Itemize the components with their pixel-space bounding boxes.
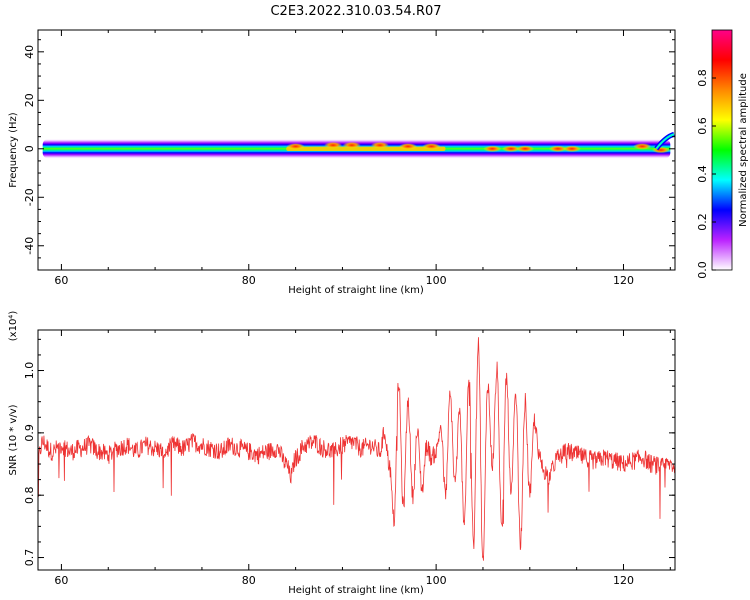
colorbar-bar xyxy=(711,29,733,271)
spectrogram-y-tick-label: -20 xyxy=(23,188,36,206)
spectrogram-y-tick-label: 0 xyxy=(23,145,36,152)
snr-x-tick-label: 120 xyxy=(613,574,634,587)
spectral-hotspot xyxy=(483,145,502,152)
snr-panel: 60 80 100 120 0.7 0.8 0.9 1.0 Height of straigh… xyxy=(8,311,676,596)
snr-x-tick-label: 100 xyxy=(426,574,447,587)
colorbar-tick-label: 0.2 xyxy=(696,213,709,231)
spectrogram-y-tick-label: 20 xyxy=(23,93,36,107)
snr-y-tick-label: 0.9 xyxy=(23,424,36,442)
spectrogram-content xyxy=(42,131,675,159)
spectral-hotspot xyxy=(651,146,670,154)
snr-y-tick-label: 0.8 xyxy=(23,486,36,504)
snr-y-tick-label: 0.7 xyxy=(23,549,36,567)
spectral-hotspot xyxy=(548,145,567,152)
spectral-hotspot xyxy=(562,145,581,152)
spectrogram-frame xyxy=(37,29,676,271)
spectrogram-ticks: 60 80 100 120 -40 -20 0 20 40 xyxy=(23,30,675,287)
snr-frame xyxy=(37,329,676,571)
snr-x-tick-label: 80 xyxy=(242,574,256,587)
spectrogram-x-tick-label: 80 xyxy=(242,274,256,287)
colorbar-label: Normalized spectral amplitude xyxy=(738,73,749,227)
spectral-hotspot xyxy=(342,141,361,149)
spectral-hotspot xyxy=(370,141,389,149)
snr-x-tick-label: 60 xyxy=(54,574,68,587)
colorbar-tick-label: 0.0 xyxy=(696,261,709,279)
spectrogram-y-axis-label: Frequency (Hz) xyxy=(8,112,19,188)
spectral-hotspot xyxy=(502,145,521,152)
colorbar-tick-label: 0.4 xyxy=(696,165,709,183)
snr-plot-area xyxy=(38,330,675,570)
snr-x-axis-label: Height of straight line (km) xyxy=(288,585,424,596)
colorbar: 0.0 0.2 0.4 0.6 0.8 Normalized spectral ampl… xyxy=(696,29,749,279)
chart-title: C2E3.2022.310.03.54.R07 xyxy=(270,4,441,19)
spectral-hotspot xyxy=(399,143,418,150)
spectral-tail-core xyxy=(655,133,675,150)
colorbar-ticks: 0.0 0.2 0.4 0.6 0.8 xyxy=(696,69,716,279)
spectrogram-panel: 60 80 100 120 -40 -20 0 20 40 Height of straight… xyxy=(8,29,676,296)
spectral-hotspot xyxy=(633,143,652,150)
spectrogram-x-axis-label: Height of straight line (km) xyxy=(288,285,424,296)
snr-y-scale-label: (x10⁴) xyxy=(8,311,19,342)
snr-y-axis-label: SNR (10 * v/v) xyxy=(8,404,19,475)
spectrogram-y-tick-label: -40 xyxy=(23,237,36,255)
spectral-hotspot xyxy=(422,143,441,150)
spectrogram-y-tick-label: 40 xyxy=(23,45,36,59)
snr-y-tick-label: 1.0 xyxy=(23,362,36,380)
spectrogram-x-tick-label: 60 xyxy=(54,274,68,287)
spectrogram-x-tick-label: 120 xyxy=(613,274,634,287)
colorbar-tick-label: 0.6 xyxy=(696,117,709,135)
spectrogram-x-tick-label: 100 xyxy=(426,274,447,287)
spectral-hotspot xyxy=(516,145,535,152)
colorbar-tick-label: 0.8 xyxy=(696,69,709,87)
spectral-band xyxy=(286,146,446,151)
spectral-hotspot xyxy=(286,143,305,150)
snr-content xyxy=(38,337,675,561)
spectral-hotspot xyxy=(324,141,343,149)
snr-series-line xyxy=(38,337,675,561)
